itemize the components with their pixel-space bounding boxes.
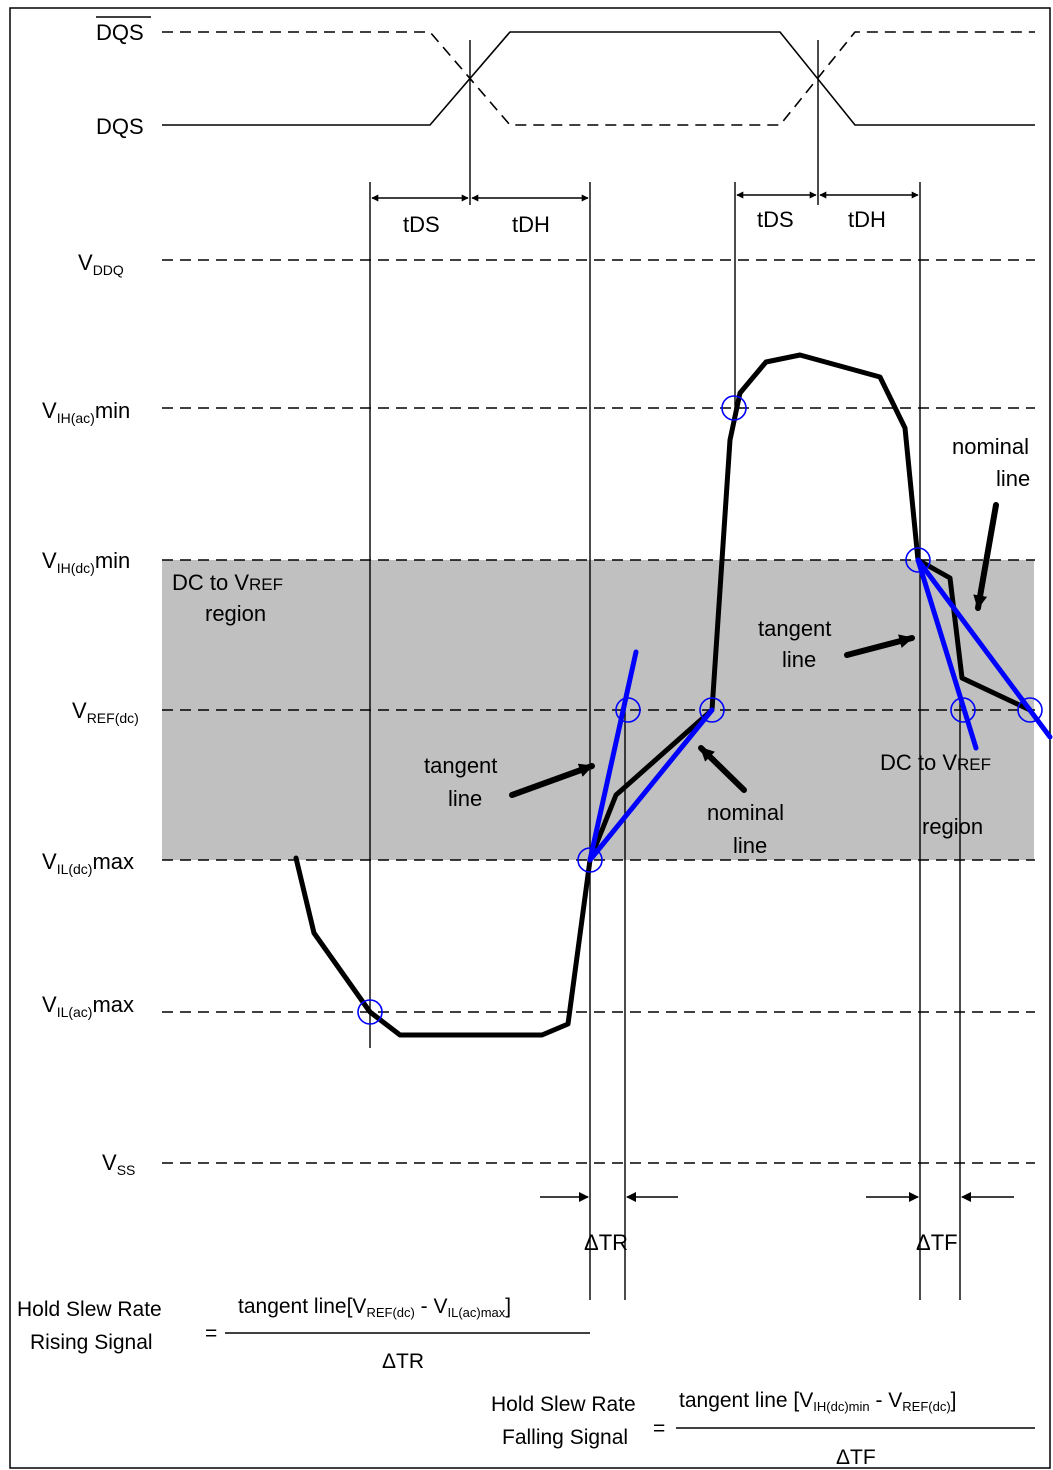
rising-label-line2: Rising Signal (30, 1331, 153, 1354)
right-tdh-label: tDH (848, 207, 886, 232)
crossing-markers (357, 395, 1043, 1025)
marker-vih-ac (721, 395, 747, 421)
falling-label-line1: Hold Slew Rate (491, 1393, 636, 1416)
right-nominal-line (915, 557, 1053, 740)
annotations: DC to VREF region DC to VREF region tang… (172, 434, 1030, 858)
marker-vih-dc (905, 547, 931, 573)
vih-ac-label: VIH(ac)min (42, 398, 130, 426)
right-tds-label: tDS (757, 207, 794, 232)
voltage-levels: VDDQ VIH(ac)min VIH(dc)min VREF(dc) VIL(… (42, 250, 1035, 1178)
left-tangent-line (587, 649, 639, 863)
nominal-right-arrow (973, 502, 999, 611)
tangent-right-arrow (844, 634, 915, 658)
dc-region-right-line2: region (922, 814, 983, 839)
left-tds-label: tDS (403, 212, 440, 237)
vss-label: VSS (102, 1150, 135, 1178)
dc-region-right-line1: DC to VREF (880, 750, 991, 775)
nominal-right-line2: line (996, 466, 1030, 491)
marker-vil-ac (357, 999, 383, 1025)
vddq-label: VDDQ (78, 250, 124, 278)
vref-dc-label: VREF(dc) (72, 698, 139, 726)
vih-dc-label: VIH(dc)min (42, 548, 130, 576)
falling-numerator: tangent line [VIH(dc)min - VREF(dc)] (679, 1389, 957, 1414)
dc-region-left-line2: region (205, 601, 266, 626)
tangent-right-line1: tangent (758, 616, 831, 641)
formula-falling: Hold Slew Rate Falling Signal = tangent … (491, 1389, 1035, 1469)
falling-denominator: ΔTF (836, 1446, 876, 1469)
nominal-left-arrow (698, 745, 747, 793)
rising-numerator: tangent line[VREF(dc) - VIL(ac)max] (238, 1295, 511, 1320)
dqs-waveforms: DQS DQS (96, 16, 1035, 205)
dtr-label: ΔTR (584, 1230, 628, 1255)
marker-left-tangent-vref (615, 697, 641, 723)
falling-equals: = (653, 1417, 665, 1440)
timing-markers: tDS tDH tDS tDH (369, 182, 961, 1300)
right-tangent-line (915, 557, 979, 751)
nominal-right-line1: nominal (952, 434, 1029, 459)
nominal-left-line1: nominal (707, 800, 784, 825)
marker-vil-dc (577, 847, 603, 873)
tangent-left-line1: tangent (424, 753, 497, 778)
falling-label-line2: Falling Signal (502, 1426, 628, 1449)
left-tdh-label: tDH (512, 212, 550, 237)
marker-right-tangent-vref (950, 697, 976, 723)
dqs-bar-dashed (162, 31, 1035, 126)
formula-rising: Hold Slew Rate Rising Signal = tangent l… (17, 1295, 590, 1373)
rising-equals: = (205, 1322, 217, 1345)
delta-markers: ΔTR ΔTF (540, 1192, 1014, 1255)
nominal-left-line2: line (733, 833, 767, 858)
marker-left-nominal-vref (699, 697, 725, 723)
tangent-left-line2: line (448, 786, 482, 811)
left-nominal-line (587, 707, 715, 863)
rising-denominator: ΔTR (382, 1350, 424, 1373)
dqs-bar-label: DQS (96, 20, 144, 45)
tangent-left-arrow (509, 763, 595, 798)
rising-label-line1: Hold Slew Rate (17, 1298, 162, 1321)
dc-region-left-line1: DC to VREF (172, 570, 283, 595)
dqs-solid (162, 31, 1035, 126)
vil-ac-label: VIL(ac)max (42, 992, 134, 1020)
dqs-label: DQS (96, 114, 144, 139)
tangent-right-line2: line (782, 647, 816, 672)
tangent-lines (587, 557, 1053, 863)
dtf-label: ΔTF (916, 1230, 958, 1255)
vil-dc-label: VIL(dc)max (42, 849, 134, 877)
marker-right-nominal-vref (1017, 697, 1043, 723)
